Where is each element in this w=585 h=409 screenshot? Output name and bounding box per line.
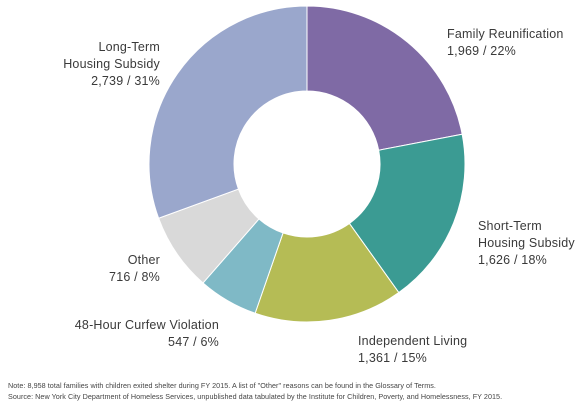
label-value: 2,739 / 31% [91,74,160,88]
label-48-hour-curfew-violation: 48-Hour Curfew Violation 547 / 6% [75,318,219,349]
slice-labels: Family Reunification 1,969 / 22% Short-Ter… [63,27,575,365]
slice-independent-living [254,222,400,323]
label-name: Short-Term [478,219,542,233]
source-text: Source: New York City Department of Home… [8,392,503,401]
label-value: 1,626 / 18% [478,253,547,267]
donut-slices [148,5,466,323]
slice-long-term-housing-subsidy [148,5,308,219]
note-text: Note: 8,958 total families with children… [8,381,436,390]
label-name: Other [128,253,160,267]
label-family-reunification: Family Reunification 1,969 / 22% [447,27,564,58]
label-value: 547 / 6% [168,335,219,349]
label-other: Other 716 / 8% [109,253,160,284]
label-value: 716 / 8% [109,270,160,284]
label-name: Independent Living [358,334,467,348]
slice-short-term-housing-subsidy [348,133,466,294]
label-value: 1,969 / 22% [447,44,516,58]
label-name: Housing Subsidy [478,236,575,250]
label-long-term-housing-subsidy: Long-Term Housing Subsidy 2,739 / 31% [63,40,160,88]
label-independent-living: Independent Living 1,361 / 15% [358,334,467,365]
footnotes: Note: 8,958 total families with children… [8,380,580,402]
label-name: Long-Term [98,40,160,54]
label-value: 1,361 / 15% [358,351,427,365]
label-short-term-housing-subsidy: Short-Term Housing Subsidy 1,626 / 18% [478,219,575,267]
label-name: 48-Hour Curfew Violation [75,318,219,332]
slice-family-reunification [306,5,463,151]
label-name: Housing Subsidy [63,57,160,71]
label-name: Family Reunification [447,27,564,41]
